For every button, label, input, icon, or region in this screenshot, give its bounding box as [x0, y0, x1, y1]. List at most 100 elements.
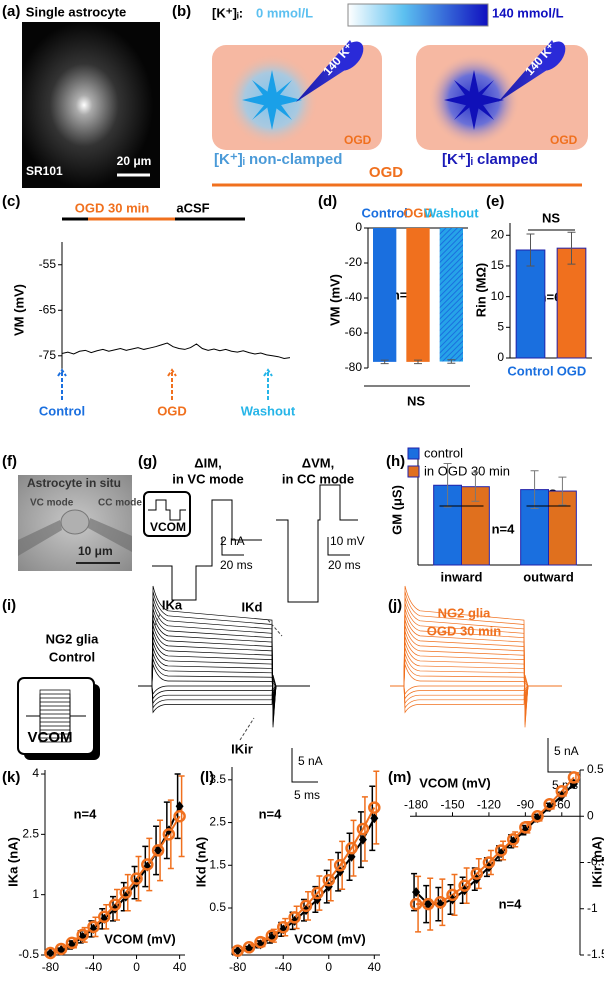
- pipette-tip: [538, 41, 566, 71]
- y-axis-title: Rin (MΩ): [473, 263, 488, 317]
- error-bar: [327, 858, 334, 902]
- command-label: VCOM: [150, 520, 186, 534]
- arrow: [167, 368, 177, 400]
- marker: [356, 822, 370, 836]
- bar: [373, 228, 397, 362]
- panel-label: (h): [386, 453, 405, 470]
- marker: [119, 886, 133, 899]
- trace-line: [61, 342, 291, 360]
- x-tick-label: inward: [441, 569, 483, 584]
- trace: [390, 674, 562, 714]
- x-tick-label: -90: [517, 797, 535, 811]
- scale-label: 2 nA: [220, 534, 245, 548]
- scale-label: 5 nA: [298, 754, 323, 768]
- scale-bar: [327, 537, 350, 556]
- annotation: OGD: [157, 403, 187, 418]
- trace-subtitle: in CC mode: [282, 471, 354, 486]
- annotation: Washout: [241, 403, 296, 418]
- marker: [97, 910, 111, 924]
- command-label: VCOM: [28, 729, 73, 746]
- trace: [138, 647, 310, 698]
- marker: [173, 810, 186, 823]
- bar: [439, 228, 463, 362]
- marker: [421, 897, 435, 911]
- x-tick-label: Control: [362, 205, 408, 220]
- y-tick-label: -40: [345, 290, 363, 304]
- y-tick-label: 3.5: [209, 772, 226, 786]
- annotation: NS: [542, 210, 560, 225]
- marker: [276, 920, 290, 934]
- marker: [265, 929, 279, 943]
- panel-title: NG2 glia: [46, 631, 100, 646]
- trace: [390, 685, 562, 696]
- marker: [446, 888, 459, 902]
- trace: [138, 619, 310, 711]
- pipette-label: VC mode: [30, 498, 74, 509]
- marker: [154, 845, 163, 856]
- x-tick-label: 40: [368, 960, 382, 974]
- arrow: [263, 368, 273, 400]
- trace: [390, 677, 562, 709]
- error-bar: [339, 840, 346, 890]
- command-steps: [26, 689, 86, 743]
- error-bar: [451, 873, 458, 916]
- y-tick-label: -0.5: [18, 947, 39, 961]
- marker: [254, 935, 267, 949]
- panel-label: (c): [2, 193, 20, 210]
- error-bar: [316, 875, 323, 911]
- error-bar: [526, 233, 535, 267]
- annotation: VCOM (mV): [104, 931, 176, 946]
- x-tick-label: 0: [325, 960, 332, 974]
- y-tick-label: 0.5: [587, 762, 604, 776]
- panel-label: (e): [486, 193, 504, 210]
- y-axis-title: IKa (nA): [5, 837, 20, 887]
- error-bar: [447, 359, 456, 364]
- scale-bar: [221, 537, 244, 556]
- trace: [390, 647, 562, 698]
- trace: [138, 685, 310, 696]
- error-bar: [380, 359, 389, 365]
- y-tick-label: 10: [491, 289, 505, 303]
- error-bar: [114, 888, 120, 921]
- x-tick-label: -80: [229, 960, 247, 974]
- error-bar: [567, 231, 576, 265]
- panel-label: (g): [138, 453, 157, 470]
- marker: [141, 858, 154, 871]
- marker: [345, 841, 358, 855]
- y-tick-label: 2.5: [22, 827, 39, 841]
- marker: [555, 785, 569, 798]
- marker: [482, 856, 496, 869]
- panel-title: Astrocyte in situ: [27, 476, 121, 490]
- trace: [138, 585, 310, 728]
- y-axis-title: IKd (nA): [193, 837, 208, 888]
- error-bar: [463, 867, 470, 904]
- condition-label: OGD: [369, 164, 403, 181]
- y-tick-label: -75: [39, 348, 57, 362]
- panel-label: (l): [200, 769, 214, 786]
- marker: [175, 801, 184, 812]
- scale-bar: [291, 748, 318, 783]
- command-step: [26, 715, 86, 743]
- marker: [130, 872, 143, 885]
- annotation: n=4: [499, 896, 523, 911]
- annotation: VCOM (mV): [294, 931, 366, 946]
- error-bar: [558, 476, 567, 506]
- error-bar: [471, 471, 480, 502]
- panel-label: (j): [388, 597, 402, 614]
- legend-label: control: [424, 445, 463, 460]
- y-tick-label: 0: [497, 350, 504, 364]
- marker: [531, 810, 544, 823]
- error-bar: [443, 463, 452, 508]
- x-tick-label: OGD: [557, 363, 587, 378]
- x-tick-label: OGD: [403, 205, 433, 220]
- trace-title: ΔIM,: [194, 455, 221, 470]
- y-tick-label: 15: [491, 258, 505, 272]
- marker: [470, 867, 484, 880]
- current-label: IKd: [242, 599, 263, 614]
- y-axis-title: VM (mV): [11, 284, 26, 336]
- panel-label: (i): [2, 597, 16, 614]
- error-bar: [500, 840, 507, 861]
- marker: [333, 859, 347, 872]
- x-tick-label: -120: [477, 797, 501, 811]
